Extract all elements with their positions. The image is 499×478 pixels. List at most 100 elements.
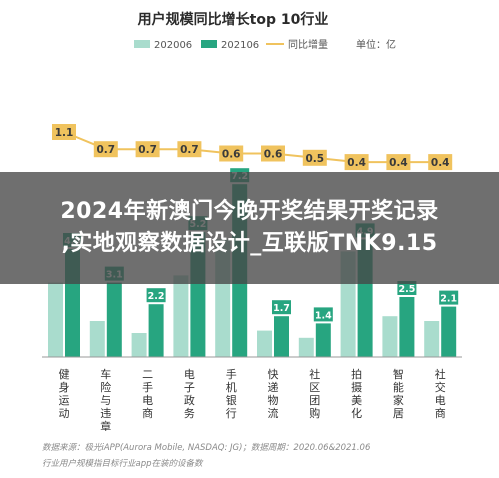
growth-point-1 — [93, 141, 118, 158]
growth-label-3: 0.7 — [180, 144, 199, 156]
category-label-8-char-3: 居 — [393, 407, 404, 420]
legend-label-202006: 202006 — [154, 40, 192, 51]
growth-label-0: 1.1 — [55, 127, 74, 139]
category-label-6-char-1: 区 — [309, 381, 320, 394]
category-label-4-char-1: 机 — [226, 380, 237, 394]
category-label-9-char-0: 社 — [435, 367, 446, 381]
bar-202006-3 — [173, 275, 189, 357]
growth-point-8 — [386, 154, 411, 171]
category-label-0-char-0: 健 — [59, 368, 70, 381]
category-label-8-char-1: 能 — [393, 380, 404, 394]
category-label-4-char-0: 手 — [226, 367, 237, 381]
legend-label-202106: 202106 — [221, 40, 259, 51]
source-note: 数据来源：极光iAPP(Aurora Mobile, NASDAQ: JG)；数… — [42, 443, 371, 453]
bar-value-label-5: 1.7 — [273, 303, 290, 314]
category-label-7-char-2: 美 — [351, 394, 362, 407]
bar-202106-6 — [315, 323, 331, 357]
overlay-banner: 2024年新澳门今晚开奖结果开奖记录 ,实地观察数据设计_互联版TNK9.15 — [0, 172, 499, 284]
category-label-1-char-0: 车 — [100, 367, 111, 381]
category-label-3-char-2: 政 — [184, 393, 195, 407]
category-label-1-char-2: 与 — [100, 394, 111, 407]
bar-value-label-2: 2.2 — [148, 291, 165, 302]
bar-value-badge-2 — [146, 288, 166, 303]
bar-202006-5 — [257, 330, 272, 357]
source-note-2: 行业用户规模指目标行业app在装的设备数 — [42, 459, 203, 469]
growth-label-6: 0.5 — [305, 153, 324, 165]
growth-point-2 — [135, 141, 160, 158]
category-label-9-char-1: 交 — [435, 380, 446, 394]
chart-title: 用户规模同比增长top 10行业 — [138, 11, 329, 28]
growth-label-5: 0.6 — [264, 149, 283, 161]
category-label-2-char-2: 电 — [142, 394, 153, 407]
bar-202106-8 — [399, 297, 415, 357]
category-label-5-char-2: 物 — [268, 393, 279, 407]
category-label-6-char-0: 社 — [309, 367, 320, 381]
growth-point-0 — [52, 124, 76, 140]
growth-label-1: 0.7 — [96, 144, 115, 156]
banner-line-2: ,实地观察数据设计_互联版TNK9.15 — [61, 231, 438, 256]
growth-line — [63, 131, 441, 164]
legend: 202006 202106 同比增量 单位：亿 — [134, 38, 396, 51]
bar-202006-8 — [382, 316, 398, 357]
category-label-2-char-0: 二 — [142, 368, 153, 381]
growth-point-6 — [302, 149, 327, 166]
growth-label-4: 0.6 — [222, 149, 241, 161]
category-label-1-char-1: 险 — [100, 380, 111, 394]
category-label-0-char-3: 动 — [59, 407, 70, 420]
category-label-3-char-0: 电 — [184, 368, 195, 381]
category-label-4-char-3: 行 — [226, 407, 237, 420]
growth-point-7 — [344, 154, 369, 171]
growth-point-4 — [219, 145, 244, 162]
category-label-2-char-1: 手 — [142, 380, 153, 394]
legend-swatch-202106 — [201, 40, 217, 48]
growth-point-9 — [428, 154, 453, 171]
growth-label-8: 0.4 — [389, 157, 408, 169]
bar-value-badge-9 — [439, 290, 459, 305]
bar-202006-2 — [131, 333, 147, 357]
growth-label-9: 0.4 — [431, 157, 450, 169]
bar-202106-9 — [441, 306, 457, 357]
growth-label-7: 0.4 — [347, 157, 366, 169]
category-label-1-char-3: 违 — [100, 407, 111, 420]
category-label-3-char-1: 子 — [184, 381, 195, 394]
growth-label-2: 0.7 — [138, 144, 157, 156]
category-label-0-char-2: 运 — [59, 394, 70, 407]
legend-label-growth: 同比增量 — [288, 38, 328, 51]
bar-202006-0 — [48, 282, 63, 357]
bar-value-label-6: 1.4 — [315, 310, 332, 321]
category-label-1-char-4: 章 — [100, 419, 111, 433]
category-label-7-char-3: 化 — [351, 406, 362, 420]
category-label-0-char-1: 身 — [59, 380, 70, 394]
bar-value-badge-8 — [397, 281, 417, 295]
growth-line-layer: 1.1 0.7 0.7 0.7 0.6 0.6 0.5 0.4 0.4 0.4 — [52, 124, 453, 171]
bar-value-badge-6 — [313, 307, 333, 322]
bar-value-label-9: 2.1 — [440, 294, 457, 305]
bar-202006-1 — [89, 321, 105, 357]
category-label-6-char-2: 团 — [309, 394, 320, 407]
bar-202006-9 — [424, 321, 440, 357]
category-labels: 健身运动车险与违章二手电商电子政务手机银行快递物流社区团购拍摄美化智能家居社交电… — [59, 367, 446, 433]
growth-point-3 — [177, 141, 202, 158]
category-label-8-char-2: 家 — [393, 393, 404, 407]
category-label-6-char-3: 购 — [309, 406, 320, 420]
category-label-5-char-1: 递 — [268, 380, 279, 394]
category-label-8-char-0: 智 — [393, 367, 404, 381]
bar-value-label-8: 2.5 — [398, 284, 415, 295]
category-label-5-char-3: 流 — [268, 406, 279, 420]
banner-line-1: 2024年新澳门今晚开奖结果开奖记录 — [60, 199, 439, 224]
growth-point-5 — [261, 145, 285, 162]
category-label-7-char-0: 拍 — [351, 367, 362, 381]
category-label-9-char-3: 商 — [435, 406, 446, 420]
category-label-9-char-2: 电 — [435, 394, 446, 407]
bar-202106-1 — [106, 282, 122, 357]
category-label-2-char-3: 商 — [142, 406, 153, 420]
bar-value-badge-5 — [272, 300, 291, 315]
category-label-4-char-2: 银 — [226, 393, 237, 407]
category-label-7-char-1: 摄 — [351, 380, 362, 394]
legend-swatch-202006 — [134, 40, 150, 48]
category-label-3-char-3: 务 — [184, 407, 195, 420]
bar-202106-5 — [274, 316, 289, 357]
bar-202106-2 — [148, 304, 164, 357]
unit-label: 单位：亿 — [356, 38, 396, 51]
category-label-5-char-0: 快 — [268, 368, 279, 381]
